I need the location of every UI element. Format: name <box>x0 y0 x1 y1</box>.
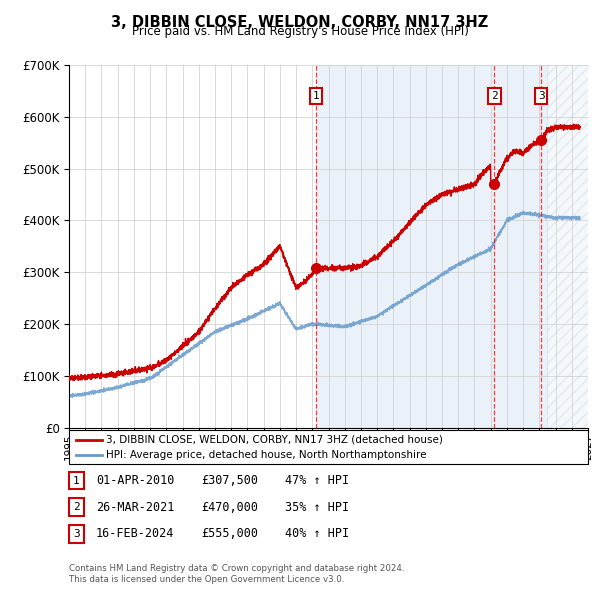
Text: 2: 2 <box>73 502 80 512</box>
Text: 35% ↑ HPI: 35% ↑ HPI <box>285 500 349 514</box>
Bar <box>547 65 588 428</box>
Text: 3: 3 <box>73 529 80 539</box>
Text: Price paid vs. HM Land Registry's House Price Index (HPI): Price paid vs. HM Land Registry's House … <box>131 25 469 38</box>
Text: 1: 1 <box>313 91 320 101</box>
Text: £307,500: £307,500 <box>201 474 258 487</box>
Text: 26-MAR-2021: 26-MAR-2021 <box>96 500 175 514</box>
Text: This data is licensed under the Open Government Licence v3.0.: This data is licensed under the Open Gov… <box>69 575 344 584</box>
Text: 47% ↑ HPI: 47% ↑ HPI <box>285 474 349 487</box>
Text: Contains HM Land Registry data © Crown copyright and database right 2024.: Contains HM Land Registry data © Crown c… <box>69 565 404 573</box>
Text: 01-APR-2010: 01-APR-2010 <box>96 474 175 487</box>
Text: 40% ↑ HPI: 40% ↑ HPI <box>285 527 349 540</box>
Text: £470,000: £470,000 <box>201 500 258 514</box>
Text: 3, DIBBIN CLOSE, WELDON, CORBY, NN17 3HZ (detached house): 3, DIBBIN CLOSE, WELDON, CORBY, NN17 3HZ… <box>106 435 443 445</box>
Text: 1: 1 <box>73 476 80 486</box>
Text: 3, DIBBIN CLOSE, WELDON, CORBY, NN17 3HZ: 3, DIBBIN CLOSE, WELDON, CORBY, NN17 3HZ <box>112 15 488 30</box>
Text: 3: 3 <box>538 91 545 101</box>
Text: 2: 2 <box>491 91 498 101</box>
Text: HPI: Average price, detached house, North Northamptonshire: HPI: Average price, detached house, Nort… <box>106 450 427 460</box>
Text: £555,000: £555,000 <box>201 527 258 540</box>
Bar <box>316 65 547 428</box>
Text: 16-FEB-2024: 16-FEB-2024 <box>96 527 175 540</box>
